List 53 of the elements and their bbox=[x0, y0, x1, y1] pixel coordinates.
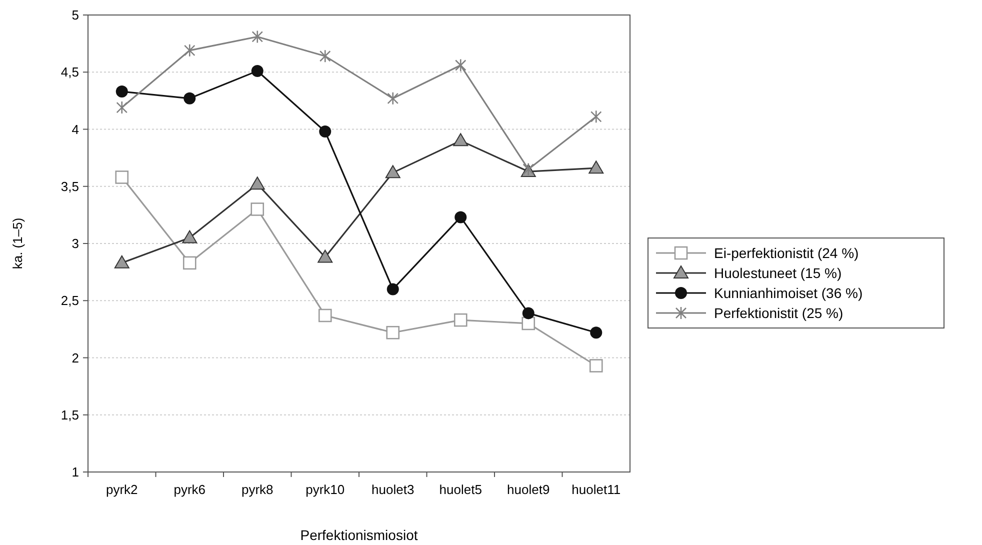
point bbox=[318, 308, 332, 322]
point bbox=[116, 86, 128, 98]
x-axis-title: Perfektionismiosiot bbox=[300, 527, 418, 543]
y-tick-label: 1 bbox=[72, 464, 79, 480]
point bbox=[387, 92, 399, 106]
point bbox=[319, 126, 332, 138]
x-tick-label: huolet3 bbox=[372, 482, 414, 497]
point bbox=[590, 326, 602, 339]
y-tick-label: 3 bbox=[72, 236, 79, 252]
y-tick-label: 2,5 bbox=[60, 293, 79, 308]
point bbox=[114, 255, 130, 268]
point bbox=[184, 44, 196, 58]
point bbox=[319, 49, 331, 63]
x-tick-label: pyrk10 bbox=[306, 482, 345, 497]
point bbox=[182, 230, 198, 244]
point bbox=[386, 283, 399, 296]
y-tick-label: 5 bbox=[72, 8, 79, 23]
x-tick-label: pyrk2 bbox=[106, 482, 138, 497]
point bbox=[318, 250, 333, 263]
x-tick-label: pyrk6 bbox=[174, 482, 206, 497]
point bbox=[522, 307, 534, 320]
point bbox=[589, 359, 603, 372]
y-tick-label: 4 bbox=[72, 122, 79, 137]
x-tick-label: pyrk8 bbox=[241, 482, 274, 497]
y-tick-label: 1,5 bbox=[60, 407, 79, 422]
y-tick-label: 3,5 bbox=[60, 178, 79, 194]
point bbox=[250, 176, 265, 190]
legend-label: Perfektionistit (25 %) bbox=[714, 304, 844, 321]
point bbox=[184, 92, 196, 104]
point bbox=[385, 165, 400, 178]
point bbox=[115, 170, 129, 184]
y-axis-title: ka. (1–5) bbox=[10, 218, 25, 270]
point bbox=[588, 160, 604, 174]
y-tick-label: 2 bbox=[72, 350, 79, 366]
point bbox=[182, 256, 196, 270]
x-tick-label: huolet5 bbox=[439, 482, 482, 497]
point bbox=[250, 202, 264, 216]
point bbox=[116, 100, 128, 114]
point bbox=[251, 64, 264, 77]
point bbox=[386, 326, 400, 340]
x-tick-label: huolet11 bbox=[572, 482, 621, 497]
legend-label: Ei-perfektionistit (24 %) bbox=[714, 244, 859, 261]
point bbox=[454, 58, 466, 72]
x-tick-label: huolet9 bbox=[507, 482, 550, 497]
point bbox=[454, 211, 467, 224]
point bbox=[252, 30, 264, 44]
point bbox=[454, 313, 468, 327]
point bbox=[522, 316, 536, 330]
legend-label: Huolestuneet (15 %) bbox=[714, 264, 842, 281]
point bbox=[453, 133, 468, 146]
legend-label: Kunnianhimoiset (36 %) bbox=[714, 284, 863, 301]
y-tick-label: 4,5 bbox=[60, 64, 79, 80]
point bbox=[590, 110, 602, 124]
